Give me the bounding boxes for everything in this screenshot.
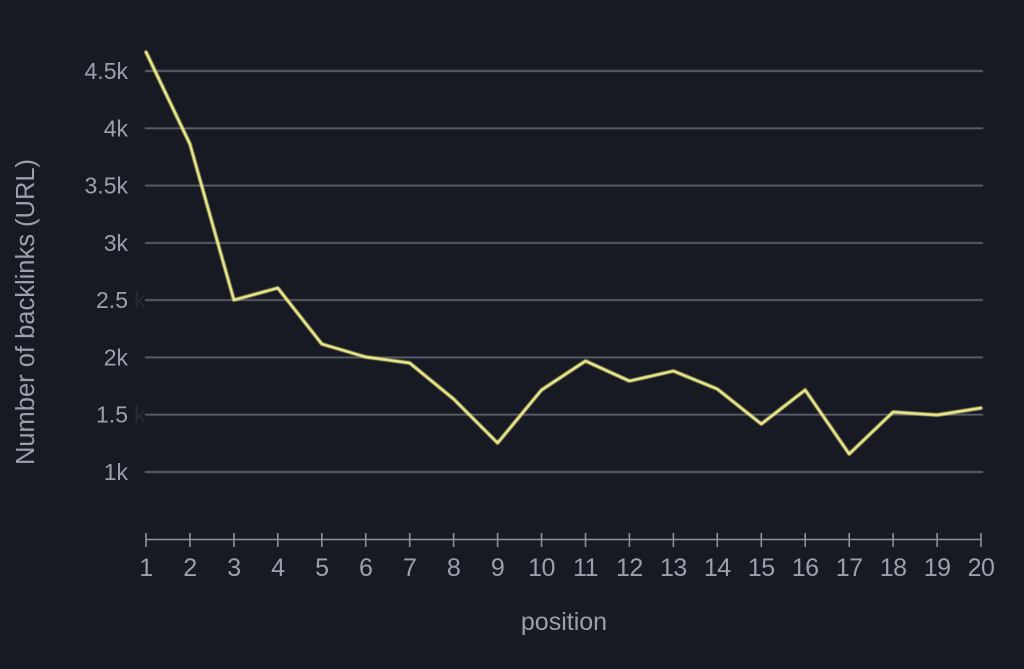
svg-text:position: position — [521, 608, 607, 636]
svg-text:11: 11 — [573, 554, 598, 582]
svg-text:4.5k: 4.5k — [85, 58, 129, 84]
svg-text:4: 4 — [271, 554, 285, 582]
svg-text:6: 6 — [359, 554, 372, 582]
svg-text:3k: 3k — [104, 230, 129, 256]
svg-text:k: k — [134, 287, 146, 313]
svg-text:16: 16 — [792, 554, 819, 582]
svg-text:10: 10 — [528, 554, 555, 582]
svg-text:20: 20 — [968, 554, 995, 582]
svg-text:2.5: 2.5 — [96, 287, 128, 313]
svg-text:1.5: 1.5 — [96, 402, 128, 428]
svg-text:13: 13 — [660, 554, 687, 582]
svg-text:7: 7 — [403, 554, 416, 582]
svg-text:1: 1 — [139, 554, 152, 582]
svg-text:3.5k: 3.5k — [85, 173, 129, 199]
svg-text:18: 18 — [880, 554, 907, 582]
svg-text:19: 19 — [924, 554, 951, 582]
svg-text:8: 8 — [447, 554, 460, 582]
svg-text:5: 5 — [315, 554, 328, 582]
svg-text:1k: 1k — [104, 459, 129, 485]
svg-text:3: 3 — [227, 554, 240, 582]
svg-text:4k: 4k — [104, 115, 129, 141]
svg-text:k: k — [134, 402, 146, 428]
svg-text:15: 15 — [748, 554, 775, 582]
svg-text:14: 14 — [704, 554, 731, 582]
svg-text:2: 2 — [183, 554, 196, 582]
svg-text:9: 9 — [491, 554, 504, 582]
svg-text:2k: 2k — [104, 344, 129, 370]
svg-text:Number of backlinks (URL): Number of backlinks (URL) — [12, 159, 40, 465]
svg-text:12: 12 — [616, 554, 643, 582]
svg-text:17: 17 — [836, 554, 863, 582]
